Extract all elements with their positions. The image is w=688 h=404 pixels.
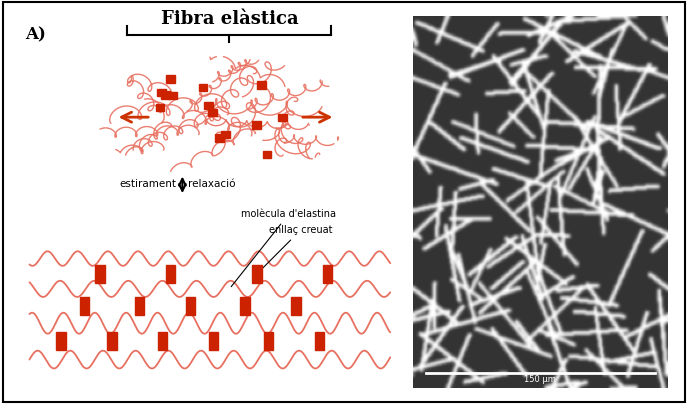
Bar — [323, 265, 332, 283]
Bar — [257, 81, 266, 88]
Bar — [186, 297, 195, 315]
Bar — [222, 131, 230, 138]
Bar — [157, 88, 166, 96]
Bar — [56, 332, 65, 350]
Bar — [252, 265, 261, 283]
Bar — [264, 332, 273, 350]
Bar — [208, 109, 217, 116]
Bar — [168, 92, 177, 99]
Bar — [107, 332, 116, 350]
Bar — [155, 104, 164, 111]
Bar — [209, 332, 219, 350]
Bar — [278, 114, 287, 121]
Text: Fibra elàstica: Fibra elàstica — [160, 10, 299, 28]
Bar — [80, 297, 89, 315]
Text: enllaç creuat: enllaç creuat — [259, 225, 332, 272]
Bar — [204, 102, 213, 109]
Bar — [166, 76, 175, 83]
Bar — [240, 297, 250, 315]
Bar — [292, 297, 301, 315]
Bar — [315, 332, 324, 350]
Text: B): B) — [423, 20, 445, 37]
Bar — [161, 91, 170, 99]
Bar — [158, 332, 167, 350]
Bar — [263, 151, 272, 158]
Text: relaxació: relaxació — [189, 179, 236, 189]
Bar — [199, 84, 207, 91]
Text: 150 µm: 150 µm — [524, 375, 556, 384]
Text: estirament: estirament — [120, 179, 177, 189]
Bar — [215, 134, 224, 141]
Text: molècula d'elastina: molècula d'elastina — [231, 209, 336, 287]
Bar — [96, 265, 105, 283]
Bar — [135, 297, 144, 315]
Bar — [252, 121, 261, 128]
Bar — [166, 265, 175, 283]
Text: A): A) — [25, 26, 46, 43]
